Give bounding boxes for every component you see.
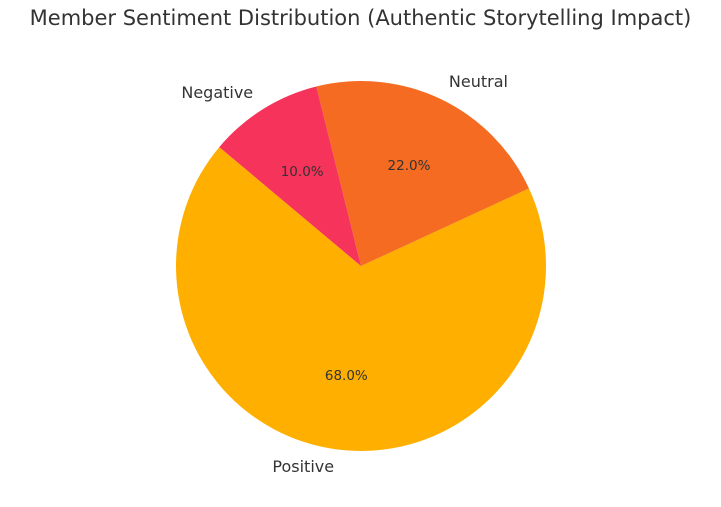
slice-percent-negative: 10.0% bbox=[281, 164, 324, 180]
slice-percent-neutral: 22.0% bbox=[388, 158, 431, 174]
slice-label-positive: Positive bbox=[272, 457, 334, 476]
pie-slice-neutral bbox=[316, 81, 529, 267]
pie-slice-positive bbox=[176, 147, 547, 451]
slice-label-negative: Negative bbox=[181, 83, 253, 102]
pie-slice-negative bbox=[219, 86, 361, 266]
slice-label-neutral: Neutral bbox=[449, 72, 508, 91]
slice-percent-positive: 68.0% bbox=[325, 368, 368, 384]
chart-title: Member Sentiment Distribution (Authentic… bbox=[29, 6, 692, 30]
